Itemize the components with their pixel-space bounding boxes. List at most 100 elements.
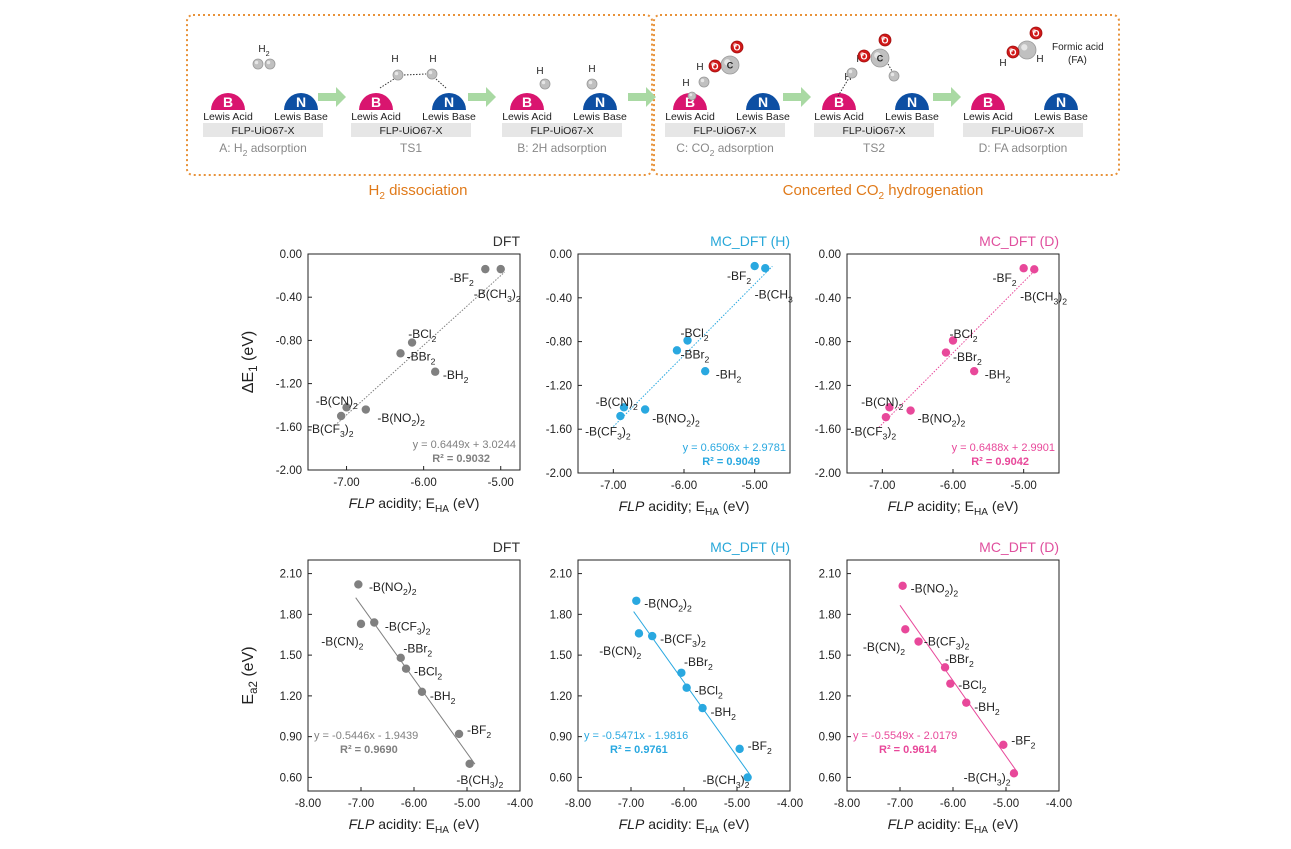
state-caption: A: H2 adsorption bbox=[219, 141, 307, 158]
point-label: -B(CF3)2 bbox=[660, 632, 706, 649]
data-point bbox=[619, 403, 629, 412]
point-label: -BH2 bbox=[430, 689, 456, 706]
svg-text:O: O bbox=[1032, 29, 1039, 39]
hydrogen-atom bbox=[252, 58, 264, 70]
chart-title: MC_DFT (H) bbox=[710, 539, 790, 555]
y-tick-label: -2.00 bbox=[276, 465, 302, 477]
point-label: -BF2 bbox=[1011, 734, 1035, 751]
lewis-acid-site bbox=[211, 93, 245, 110]
chart-bottom-middle: MC_DFT (H) 2.10 1.80 1.50 1.20 0.90 0.60 -8.00 -… bbox=[550, 539, 804, 836]
data-point bbox=[481, 264, 490, 274]
y-tick-label: 0.60 bbox=[819, 772, 841, 784]
state-4: B N Lewis Acid Lewis Base FLP-UiO67-X C: CO2 … bbox=[665, 93, 790, 158]
framework-box bbox=[963, 123, 1083, 137]
data-point bbox=[743, 773, 752, 782]
data-point bbox=[750, 261, 759, 271]
framework-label: FLP-UiO67-X bbox=[991, 125, 1054, 137]
y-tick-label: 1.20 bbox=[819, 691, 841, 703]
step-arrow-icon bbox=[933, 87, 961, 107]
x-axis-label: FLP acidity: EHA (eV) bbox=[619, 816, 750, 836]
y-tick-label: -1.60 bbox=[546, 424, 572, 436]
point-label: -BF2 bbox=[748, 739, 772, 756]
y-axis-label: Ea2 (eV) bbox=[240, 646, 260, 704]
lewis-base-site bbox=[284, 93, 318, 110]
carbon-atom: C bbox=[720, 55, 740, 75]
chart-top-left: DFT 0.00 -0.40 -0.80 -1.20 -1.60 -2.00 -7.00 -6.… bbox=[240, 233, 521, 515]
point-label: -BBr2 bbox=[684, 655, 713, 672]
lewis-acid-site bbox=[510, 93, 544, 110]
fit-equation: y = -0.5471x - 1.9816 bbox=[584, 730, 688, 742]
atom-label: H bbox=[999, 58, 1006, 69]
lewis-base-label: Lewis Base bbox=[736, 111, 790, 123]
svg-text:C: C bbox=[877, 54, 884, 64]
x-tick-label: -7.00 bbox=[618, 798, 644, 810]
base-letter: N bbox=[296, 94, 306, 110]
lewis-acid-label: Lewis Acid bbox=[963, 111, 1013, 123]
point-label: -B(CH3)2 bbox=[1020, 290, 1067, 307]
chart-bottom-left: DFT 2.10 1.80 1.50 1.20 0.90 0.60 -8.00 -7.00 -6.… bbox=[240, 539, 533, 836]
acid-letter: B bbox=[522, 94, 532, 110]
point-label: -B(CF3)2 bbox=[851, 424, 897, 441]
lewis-base-label: Lewis Base bbox=[1034, 111, 1088, 123]
lewis-base-site bbox=[746, 93, 780, 110]
atom-label: H bbox=[682, 78, 689, 89]
chart-title: MC_DFT (H) bbox=[710, 233, 790, 249]
lewis-base-label: Lewis Base bbox=[885, 111, 939, 123]
acid-letter: B bbox=[983, 94, 993, 110]
data-point bbox=[396, 653, 405, 663]
x-tick-label: -7.00 bbox=[869, 480, 895, 492]
framework-label: FLP-UiO67-X bbox=[231, 125, 294, 137]
data-point bbox=[640, 405, 650, 414]
data-point bbox=[634, 629, 644, 638]
y-tick-label: 1.20 bbox=[550, 691, 572, 703]
point-label: -B(CH3)2 bbox=[964, 770, 1011, 787]
carbon-atom: C bbox=[870, 48, 890, 68]
base-letter: N bbox=[1056, 94, 1066, 110]
y-tick-label: 0.60 bbox=[550, 772, 572, 784]
y-tick-label: 1.80 bbox=[280, 609, 302, 621]
point-label: -BBr2 bbox=[680, 348, 709, 365]
y-tick-label: 1.80 bbox=[550, 609, 572, 621]
framework-box bbox=[351, 123, 471, 137]
x-tick-label: -5.00 bbox=[742, 480, 768, 492]
fit-r2: R² = 0.9614 bbox=[879, 744, 938, 756]
state-caption: TS1 bbox=[400, 141, 422, 155]
data-point bbox=[401, 664, 411, 673]
y-tick-label: -0.80 bbox=[815, 337, 841, 349]
chart-title: MC_DFT (D) bbox=[979, 233, 1059, 249]
point-label: -BF2 bbox=[450, 271, 474, 288]
data-point bbox=[901, 625, 910, 634]
atom-label: H bbox=[696, 62, 703, 73]
step-arrow-icon bbox=[468, 87, 496, 107]
fit-equation: y = 0.6488x + 2.9901 bbox=[952, 442, 1055, 454]
x-tick-label: -5.00 bbox=[724, 798, 750, 810]
point-label: -B(NO2)2 bbox=[644, 596, 692, 613]
formic-acid-label: Formic acid bbox=[1052, 42, 1104, 53]
point-label: -BH2 bbox=[711, 705, 737, 722]
data-point bbox=[999, 740, 1008, 749]
lewis-acid-site bbox=[822, 93, 856, 110]
y-tick-label: 1.50 bbox=[819, 650, 841, 662]
h2-label: H2 bbox=[258, 44, 269, 58]
x-axis-label: FLP acidity: EHA (eV) bbox=[349, 816, 480, 836]
lewis-acid-site bbox=[359, 93, 393, 110]
step-arrow-icon bbox=[318, 87, 346, 107]
y-tick-label: 2.10 bbox=[819, 569, 841, 581]
oxygen-atom: O bbox=[878, 33, 892, 47]
hydrogen-atom bbox=[539, 78, 551, 90]
lewis-acid-label: Lewis Acid bbox=[665, 111, 715, 123]
fit-r2: R² = 0.9042 bbox=[971, 456, 1029, 468]
x-tick-label: -7.00 bbox=[887, 798, 913, 810]
data-point bbox=[454, 729, 464, 739]
point-label: -B(NO2)2 bbox=[918, 411, 966, 428]
hydrogen-atom bbox=[687, 91, 697, 101]
oxygen-atom: O bbox=[857, 49, 871, 63]
lewis-acid-label: Lewis Acid bbox=[203, 111, 253, 123]
data-point bbox=[632, 596, 641, 605]
point-label: -BBr2 bbox=[407, 350, 436, 367]
y-tick-label: 1.50 bbox=[280, 650, 302, 662]
point-label: -B(CF3)2 bbox=[308, 422, 354, 439]
point-label: -B(CN)2 bbox=[596, 395, 638, 412]
chart-title: MC_DFT (D) bbox=[979, 539, 1059, 555]
y-tick-label: 2.10 bbox=[550, 569, 572, 581]
